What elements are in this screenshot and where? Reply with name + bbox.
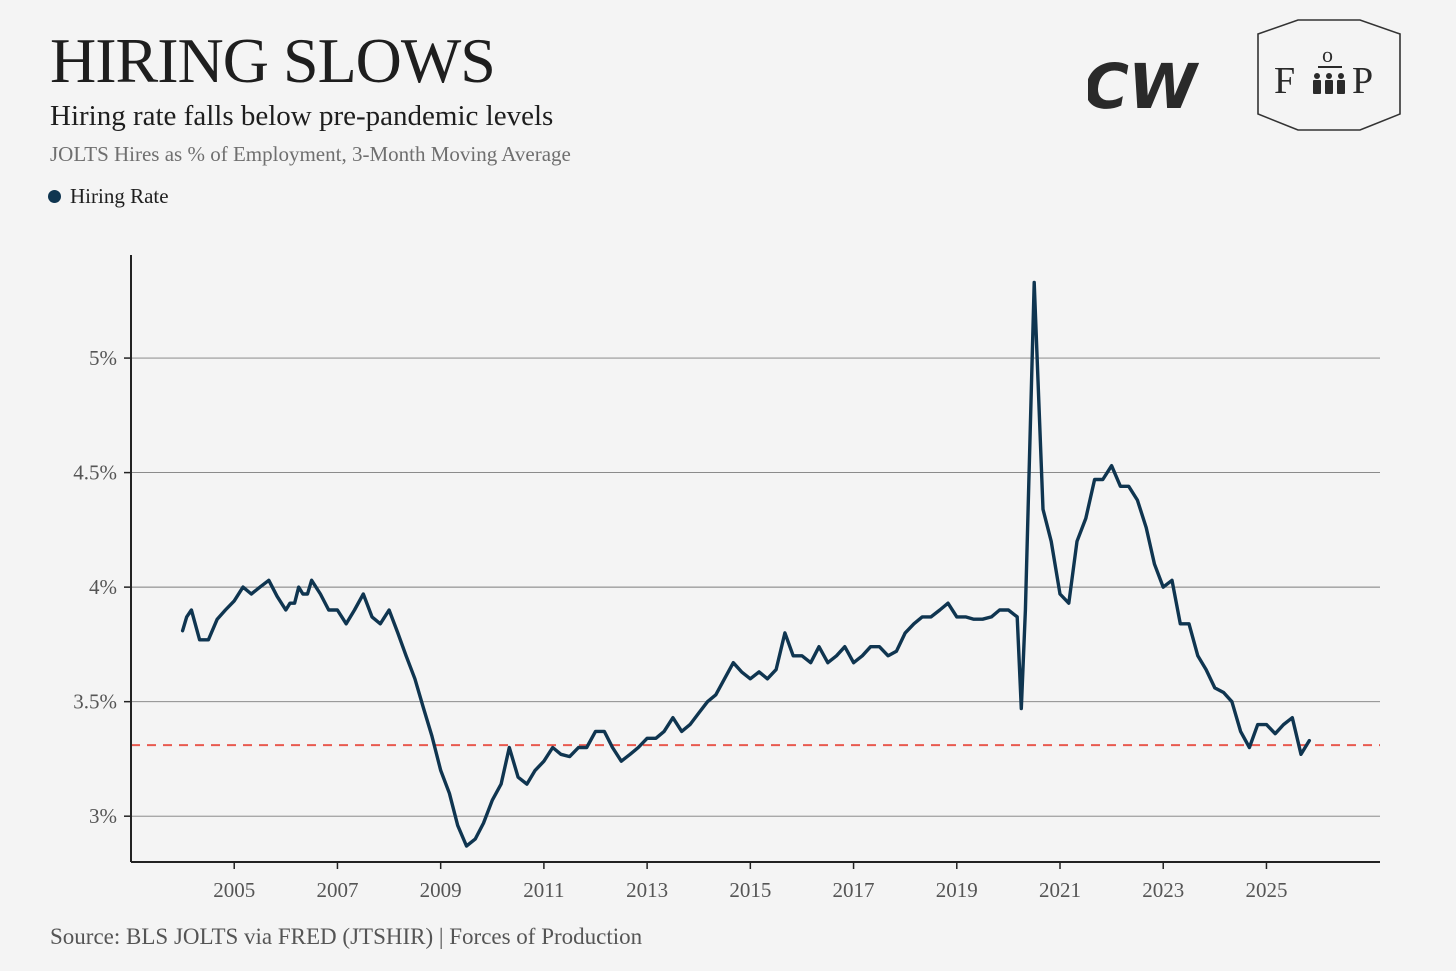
x-tick-label: 2021	[1039, 878, 1081, 902]
chart-title: HIRING SLOWS	[50, 25, 496, 96]
cw-logo-text: CW	[1088, 50, 1203, 122]
legend-label: Hiring Rate	[70, 184, 169, 208]
series-group	[180, 280, 1312, 848]
x-tick-label: 2017	[833, 878, 875, 902]
x-tick-label: 2013	[626, 878, 668, 902]
source-note: Source: BLS JOLTS via FRED (JTSHIR) | Fo…	[50, 924, 643, 949]
y-axis-ticks: 3% 3.5% 4% 4.5% 5%	[73, 346, 131, 828]
x-tick-label: 2025	[1245, 878, 1287, 902]
fp-logo-letter-f: F	[1274, 60, 1295, 102]
y-tick-label: 4%	[89, 575, 117, 599]
fp-logo-hexagon	[1257, 19, 1401, 131]
x-tick-label: 2019	[936, 878, 978, 902]
chart-subtitle: Hiring rate falls below pre-pandemic lev…	[50, 100, 554, 132]
fp-logo-letter-o: o	[1322, 42, 1333, 67]
gridlines	[131, 357, 1380, 817]
cw-logo: CW	[1088, 50, 1203, 122]
workers-icon	[1313, 73, 1345, 94]
series-line-hiring-rate	[180, 280, 1312, 848]
legend: Hiring Rate	[48, 184, 169, 209]
x-tick-label: 2011	[523, 878, 564, 902]
x-tick-label: 2009	[420, 878, 462, 902]
legend-marker	[48, 190, 61, 203]
fp-logo-letter-p: P	[1352, 60, 1373, 102]
y-tick-label: 5%	[89, 346, 117, 370]
x-tick-label: 2015	[729, 878, 771, 902]
x-tick-label: 2005	[213, 878, 255, 902]
x-tick-label: 2007	[316, 878, 358, 902]
chart-description: JOLTS Hires as % of Employment, 3-Month …	[50, 142, 571, 166]
x-tick-label: 2023	[1142, 878, 1184, 902]
fp-logo: F o P	[1257, 19, 1401, 131]
x-axis-ticks: 2005 2007 2009 2011 2013 2015 2017 2019 2021 2023…	[213, 862, 1287, 902]
y-tick-label: 3%	[89, 804, 117, 828]
y-tick-label: 4.5%	[73, 461, 117, 485]
y-tick-label: 3.5%	[73, 690, 117, 714]
axes	[130, 255, 1380, 863]
